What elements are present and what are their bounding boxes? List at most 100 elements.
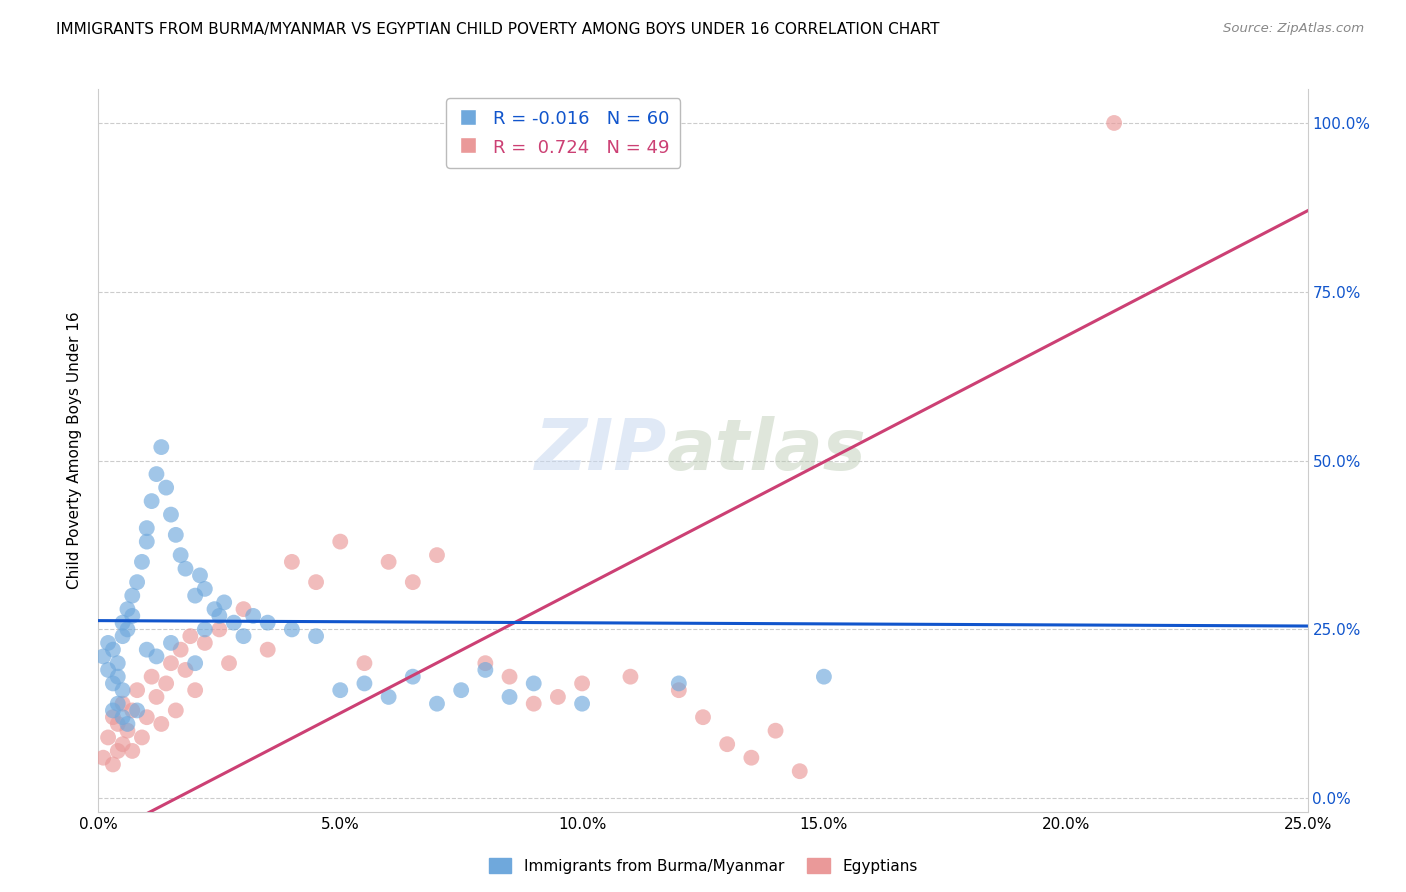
Point [127,703,149,717]
Point [208,608,231,623]
Point [169,642,191,657]
Point [111,615,134,630]
Point [184,656,207,670]
Point [111,629,134,643]
Point [1102,116,1125,130]
Point [111,737,134,751]
Point [101,703,124,717]
Point [97,663,120,677]
Point [121,589,143,603]
Point [208,623,231,637]
Point [474,663,496,677]
Point [107,697,129,711]
Point [135,642,157,657]
Point [789,764,811,779]
Point [194,636,217,650]
Point [377,690,399,704]
Point [619,670,641,684]
Point [474,656,496,670]
Point [329,534,352,549]
Point [184,683,207,698]
Point [194,623,217,637]
Point [107,717,129,731]
Point [165,703,187,717]
Point [117,717,139,731]
Point [692,710,714,724]
Point [281,555,304,569]
Point [740,750,762,764]
Point [281,623,304,637]
Point [150,717,173,731]
Point [222,615,245,630]
Point [135,521,157,535]
Point [426,697,449,711]
Point [256,642,278,657]
Text: ZIP: ZIP [534,416,666,485]
Point [131,555,153,569]
Point [145,649,167,664]
Point [184,589,207,603]
Point [232,602,254,616]
Text: IMMIGRANTS FROM BURMA/MYANMAR VS EGYPTIAN CHILD POVERTY AMONG BOYS UNDER 16 CORR: IMMIGRANTS FROM BURMA/MYANMAR VS EGYPTIA… [56,22,939,37]
Text: atlas: atlas [666,416,866,485]
Point [174,663,197,677]
Point [101,676,124,690]
Point [498,690,520,704]
Text: Source: ZipAtlas.com: Source: ZipAtlas.com [1223,22,1364,36]
Point [135,534,157,549]
Point [111,683,134,698]
Point [523,697,546,711]
Point [402,670,425,684]
Point [121,744,143,758]
Point [101,757,124,772]
Point [145,690,167,704]
Point [353,656,375,670]
Point [377,555,399,569]
Point [107,656,129,670]
Point [305,629,328,643]
Y-axis label: Child Poverty Among Boys Under 16: Child Poverty Among Boys Under 16 [67,311,83,590]
Point [571,697,593,711]
Point [160,508,183,522]
Point [121,608,143,623]
Point [127,575,149,590]
Point [160,656,183,670]
Point [571,676,593,690]
Point [111,710,134,724]
Point [169,548,191,562]
Point [127,683,149,698]
Point [101,710,124,724]
Point [716,737,738,751]
Point [135,710,157,724]
Legend: R = -0.016   N = 60, R =  0.724   N = 49: R = -0.016 N = 60, R = 0.724 N = 49 [446,98,681,168]
Point [145,467,167,481]
Point [305,575,328,590]
Point [498,670,520,684]
Point [212,595,235,609]
Point [101,642,124,657]
Point [141,670,163,684]
Point [232,629,254,643]
Point [165,528,187,542]
Point [121,703,143,717]
Point [426,548,449,562]
Point [668,683,690,698]
Point [160,636,183,650]
Point [813,670,835,684]
Point [155,676,177,690]
Point [97,731,120,745]
Point [204,602,226,616]
Point [117,623,139,637]
Point [111,697,134,711]
Point [91,750,114,764]
Point [765,723,787,738]
Point [194,582,217,596]
Point [174,561,197,575]
Point [218,656,240,670]
Point [188,568,211,582]
Legend: Immigrants from Burma/Myanmar, Egyptians: Immigrants from Burma/Myanmar, Egyptians [482,852,924,880]
Point [402,575,425,590]
Point [91,649,114,664]
Point [97,636,120,650]
Point [117,602,139,616]
